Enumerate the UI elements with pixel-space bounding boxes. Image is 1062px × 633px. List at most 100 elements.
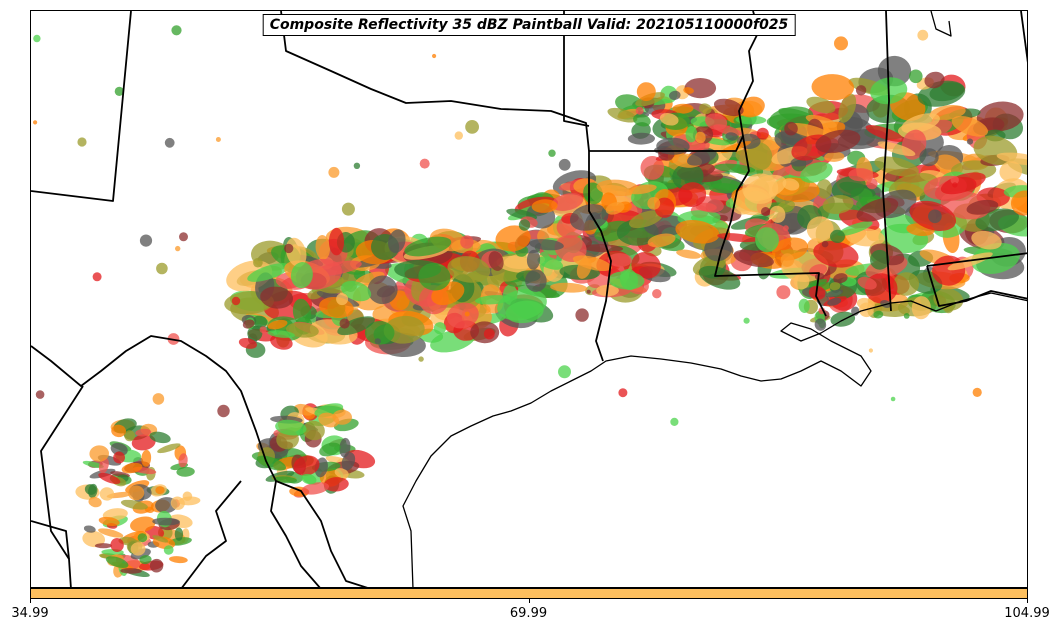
reflectivity-blob: [815, 129, 861, 154]
reflectivity-blob: [755, 227, 779, 253]
reflectivity-cell: [259, 326, 267, 334]
reflectivity-blob: [247, 263, 290, 282]
reflectivity-cell: [890, 396, 896, 402]
reflectivity-blob: [301, 482, 330, 495]
reflectivity-cell: [464, 311, 470, 317]
reflectivity-cell: [635, 106, 644, 115]
colorbar-tick-label: 34.99: [11, 606, 49, 621]
reflectivity-blob: [319, 442, 341, 457]
reflectivity-blob: [725, 132, 739, 141]
reflectivity-blob: [290, 262, 313, 289]
reflectivity-blob: [341, 280, 372, 302]
reflectivity-blob: [318, 412, 340, 428]
reflectivity-blob: [131, 434, 156, 451]
reflectivity-blob: [911, 296, 931, 320]
border-line: [280, 11, 590, 152]
reflectivity-blob: [893, 272, 920, 296]
reflectivity-blob: [252, 315, 268, 328]
reflectivity-blob: [82, 530, 106, 548]
border-line: [926, 252, 1027, 267]
reflectivity-cell: [179, 232, 188, 242]
reflectivity-blob: [270, 334, 293, 350]
reflectivity-blob: [529, 239, 564, 251]
reflectivity-blob: [919, 148, 939, 167]
reflectivity-blob: [328, 227, 345, 256]
reflectivity-blob: [89, 445, 109, 462]
border-line: [714, 135, 827, 317]
reflectivity-cell: [821, 240, 829, 248]
reflectivity-cell: [756, 127, 769, 140]
border-line: [40, 385, 84, 587]
reflectivity-blob: [608, 271, 645, 290]
reflectivity-blob: [128, 485, 145, 501]
reflectivity-blob: [714, 163, 756, 174]
reflectivity-blob: [793, 273, 810, 290]
reflectivity-cell: [776, 285, 791, 300]
reflectivity-blob: [315, 235, 331, 260]
reflectivity-blob: [275, 419, 307, 436]
reflectivity-blob: [170, 496, 185, 510]
paintball-layer: [33, 20, 1027, 578]
reflectivity-blob: [806, 216, 834, 242]
reflectivity-blob: [550, 282, 588, 293]
reflectivity-blob: [110, 538, 124, 552]
reflectivity-cell: [558, 365, 571, 379]
reflectivity-cell: [339, 318, 350, 329]
reflectivity-blob: [676, 249, 702, 259]
reflectivity-blob: [525, 269, 547, 292]
reflectivity-blob: [141, 449, 152, 467]
reflectivity-blob: [130, 516, 156, 533]
reflectivity-blob: [830, 229, 845, 244]
reflectivity-blob: [695, 131, 706, 144]
reflectivity-blob: [813, 240, 859, 268]
reflectivity-cell: [518, 219, 531, 231]
reflectivity-blob: [247, 325, 263, 342]
reflectivity-blob: [647, 233, 676, 248]
reflectivity-blob: [704, 236, 732, 262]
reflectivity-blob: [996, 152, 1027, 166]
reflectivity-blob: [537, 256, 564, 270]
reflectivity-cell: [483, 328, 495, 340]
reflectivity-blob: [833, 273, 848, 284]
reflectivity-cell: [909, 69, 923, 84]
reflectivity-blob: [152, 535, 169, 543]
reflectivity-blob: [447, 256, 491, 283]
reflectivity-blob: [285, 322, 319, 338]
reflectivity-cell: [866, 178, 878, 190]
reflectivity-blob: [554, 235, 587, 263]
reflectivity-blob: [640, 156, 665, 180]
colorbar-tick-label: 104.99: [1004, 606, 1050, 621]
reflectivity-blob: [607, 107, 638, 123]
reflectivity-cell: [35, 390, 45, 399]
reflectivity-blob: [105, 556, 129, 568]
reflectivity-blob: [675, 220, 720, 244]
reflectivity-blob: [924, 71, 945, 89]
reflectivity-cell: [374, 338, 381, 345]
reflectivity-blob: [827, 297, 842, 306]
reflectivity-cell: [432, 53, 437, 59]
border-line: [31, 11, 132, 202]
border-line: [31, 335, 368, 587]
reflectivity-blob: [999, 161, 1023, 182]
reflectivity-blob: [627, 132, 655, 145]
reflectivity-blob: [267, 330, 295, 338]
reflectivity-blob: [367, 275, 398, 305]
reflectivity-blob: [120, 568, 142, 574]
reflectivity-blob: [615, 94, 644, 114]
reflectivity-cell: [952, 182, 958, 188]
reflectivity-blob: [98, 528, 124, 538]
reflectivity-blob: [669, 90, 681, 101]
colorbar: [30, 588, 1028, 599]
reflectivity-blob: [98, 472, 121, 484]
reflectivity-blob: [683, 87, 694, 94]
reflectivity-blob: [966, 199, 999, 215]
reflectivity-blob: [672, 103, 694, 114]
reflectivity-blob: [82, 460, 104, 469]
reflectivity-cell: [33, 34, 41, 43]
reflectivity-blob: [120, 499, 148, 510]
reflectivity-cell: [652, 289, 662, 299]
reflectivity-blob: [88, 496, 102, 508]
border-line: [882, 11, 892, 312]
reflectivity-cell: [575, 308, 589, 322]
reflectivity-cell: [418, 356, 424, 362]
